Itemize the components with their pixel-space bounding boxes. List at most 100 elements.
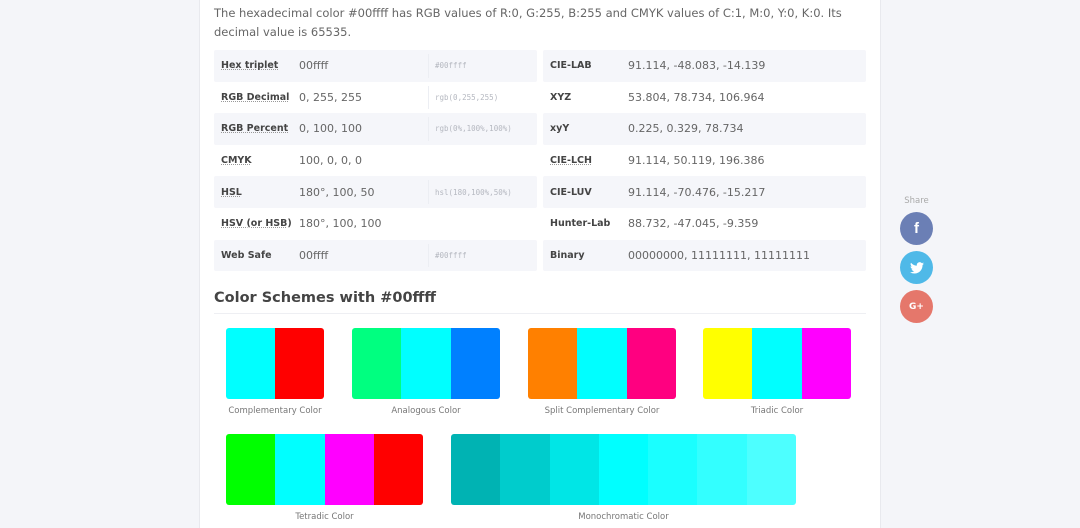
swatch[interactable] [352, 328, 402, 399]
scheme-tetradic[interactable]: Tetradic Color [226, 434, 423, 522]
row-value: 53.804, 78.734, 106.964 [628, 90, 765, 104]
row-value: 88.732, -47.045, -9.359 [628, 217, 759, 231]
css-code[interactable]: #00ffff [428, 243, 536, 268]
swatch[interactable] [549, 434, 599, 505]
facebook-icon: f [914, 220, 919, 237]
scheme-analogous[interactable]: Analogous Color [352, 328, 500, 416]
swatch-strip [226, 434, 423, 505]
swatch[interactable] [626, 328, 676, 399]
swatch[interactable] [801, 328, 851, 399]
table-row-cie-luv: CIE-LUV 91.114, -70.476, -15.217 [543, 176, 866, 208]
swatch[interactable] [275, 434, 325, 505]
scheme-caption: Monochromatic Color [578, 512, 669, 522]
share-label: Share [904, 196, 929, 206]
swatch[interactable] [275, 328, 324, 399]
color-conversion-table-right: CIE-LAB 91.114, -48.083, -14.139 XYZ 53.… [543, 50, 866, 272]
swatch-strip [352, 328, 500, 399]
scheme-triadic[interactable]: Triadic Color [703, 328, 851, 416]
row-label: xyY [550, 123, 570, 135]
row-value: 100, 0, 0, 0 [299, 154, 362, 168]
row-value: 0, 100, 100 [299, 122, 362, 136]
row-value: 91.114, -70.476, -15.217 [628, 185, 766, 199]
color-conversion-table-left: Hex triplet 00ffff #00ffff RGB Decimal 0… [214, 50, 537, 272]
swatch[interactable] [401, 328, 451, 399]
scheme-caption: Analogous Color [391, 406, 461, 416]
scheme-caption: Triadic Color [750, 406, 804, 416]
table-row-hsv: HSV (or HSB) 180°, 100, 100 [214, 208, 537, 240]
twitter-icon [909, 261, 924, 274]
swatch[interactable] [648, 434, 698, 505]
row-label: RGB Percent [221, 123, 289, 135]
row-label: RGB Decimal [221, 91, 290, 103]
css-code[interactable]: hsl(180,100%,50%) [428, 180, 536, 204]
swatch[interactable] [226, 434, 276, 505]
swatch-strip [703, 328, 851, 399]
scheme-split-complementary[interactable]: Split Complementary Color [528, 328, 676, 416]
table-row-cmyk: CMYK 100, 0, 0, 0 [214, 145, 537, 177]
facebook-share-button[interactable]: f [900, 212, 933, 245]
row-label: CIE-LCH [550, 155, 592, 167]
table-row-binary: Binary 00000000, 11111111, 11111111 [543, 239, 866, 272]
swatch[interactable] [697, 434, 747, 505]
table-row-hex: Hex triplet 00ffff #00ffff [214, 50, 537, 82]
swatch[interactable] [324, 434, 374, 505]
row-value: 180°, 100, 100 [299, 217, 382, 231]
row-label: CIE-LAB [550, 60, 592, 72]
scheme-monochromatic[interactable]: Monochromatic Color [451, 434, 796, 522]
row-label: HSL [221, 186, 242, 198]
css-code[interactable]: rgb(0,255,255) [428, 85, 536, 110]
row-value: 00ffff [299, 59, 329, 73]
row-value: 91.114, 50.119, 196.386 [628, 154, 765, 168]
row-label: CIE-LUV [550, 186, 592, 198]
swatch[interactable] [577, 328, 627, 399]
row-label: Hex triplet [221, 60, 279, 72]
table-row-hunter-lab: Hunter-Lab 88.732, -47.045, -9.359 [543, 208, 866, 240]
table-row-cie-lch: CIE-LCH 91.114, 50.119, 196.386 [543, 145, 866, 177]
row-value: 0.225, 0.329, 78.734 [628, 122, 744, 136]
table-row-xyz: XYZ 53.804, 78.734, 106.964 [543, 82, 866, 114]
swatch[interactable] [226, 328, 275, 399]
google-plus-share-button[interactable]: G+ [900, 290, 933, 323]
css-code[interactable]: #00ffff [428, 54, 536, 78]
swatch[interactable] [528, 328, 578, 399]
table-row-rgb-percent: RGB Percent 0, 100, 100 rgb(0%,100%,100%… [214, 113, 537, 145]
table-row-hsl: HSL 180°, 100, 50 hsl(180,100%,50%) [214, 176, 537, 208]
row-label: CMYK [221, 155, 252, 167]
table-row-cie-lab: CIE-LAB 91.114, -48.083, -14.139 [543, 50, 866, 82]
swatch[interactable] [451, 434, 501, 505]
google-plus-icon: G+ [909, 301, 924, 312]
section-title-color-schemes: Color Schemes with #00ffff [214, 290, 437, 306]
row-value: 0, 255, 255 [299, 90, 362, 104]
swatch-strip [226, 328, 324, 399]
row-label: Binary [550, 249, 585, 261]
swatch-strip [528, 328, 676, 399]
swatch[interactable] [703, 328, 753, 399]
swatch[interactable] [500, 434, 550, 505]
scheme-caption: Complementary Color [228, 406, 322, 416]
swatch[interactable] [450, 328, 500, 399]
scheme-caption: Split Complementary Color [544, 406, 660, 416]
content-page: The hexadecimal color #00ffff has RGB va… [199, 0, 881, 528]
row-value: 00ffff [299, 248, 329, 262]
swatch[interactable] [373, 434, 423, 505]
row-label: XYZ [550, 91, 572, 103]
divider [214, 313, 866, 314]
table-row-xyy: xyY 0.225, 0.329, 78.734 [543, 113, 866, 145]
share-bar: Share f G+ [900, 196, 933, 329]
row-label: Web Safe [221, 249, 272, 261]
swatch-strip [451, 434, 796, 505]
scheme-complementary[interactable]: Complementary Color [226, 328, 324, 416]
table-row-rgb-decimal: RGB Decimal 0, 255, 255 rgb(0,255,255) [214, 82, 537, 114]
swatch[interactable] [746, 434, 796, 505]
css-code[interactable]: rgb(0%,100%,100%) [428, 117, 536, 141]
row-label: HSV (or HSB) [221, 218, 292, 230]
row-value: 00000000, 11111111, 11111111 [628, 248, 810, 262]
intro-paragraph: The hexadecimal color #00ffff has RGB va… [214, 6, 842, 39]
swatch[interactable] [752, 328, 802, 399]
row-value: 180°, 100, 50 [299, 185, 375, 199]
scheme-caption: Tetradic Color [295, 512, 354, 522]
twitter-share-button[interactable] [900, 251, 933, 284]
row-label: Hunter-Lab [550, 218, 611, 230]
table-row-web-safe: Web Safe 00ffff #00ffff [214, 239, 537, 272]
swatch[interactable] [598, 434, 649, 505]
